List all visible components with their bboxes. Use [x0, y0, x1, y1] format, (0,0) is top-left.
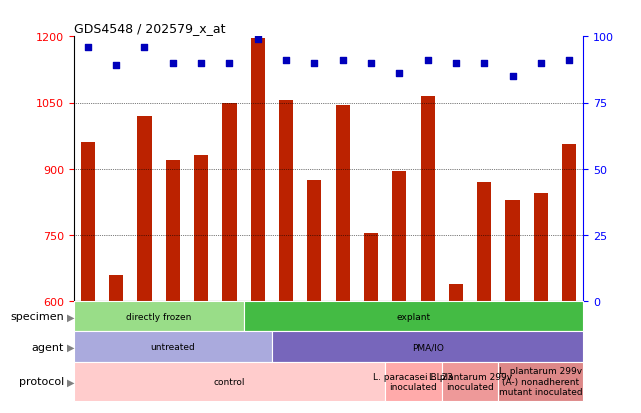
Bar [385, 362, 442, 401]
Bar [194, 156, 208, 301]
Bar [499, 362, 583, 401]
Bar [244, 301, 583, 332]
Point [253, 36, 263, 43]
Point [309, 60, 319, 67]
Bar [74, 332, 272, 362]
Point [281, 58, 291, 64]
Bar [449, 284, 463, 301]
Point [451, 60, 461, 67]
Bar [251, 39, 265, 301]
Bar [74, 301, 244, 332]
Bar [307, 180, 321, 301]
Text: control: control [213, 377, 245, 386]
Text: explant: explant [396, 312, 431, 321]
Bar [420, 97, 435, 301]
Bar [137, 116, 151, 301]
Point [564, 58, 574, 64]
Point [536, 60, 546, 67]
Point [111, 63, 121, 69]
Text: L. plantarum 299v
inoculated: L. plantarum 299v inoculated [428, 372, 512, 391]
Bar [166, 161, 180, 301]
Text: agent: agent [31, 342, 64, 352]
Text: protocol: protocol [19, 376, 64, 387]
Bar [534, 194, 548, 301]
Bar [74, 362, 385, 401]
Point [139, 45, 149, 51]
Bar [109, 275, 123, 301]
Bar [442, 362, 499, 401]
Point [422, 58, 433, 64]
Bar [364, 233, 378, 301]
Bar [336, 105, 350, 301]
Point [83, 45, 93, 51]
Text: PMA/IO: PMA/IO [412, 342, 444, 351]
Text: L. plantarum 299v
(A-) nonadherent
mutant inoculated: L. plantarum 299v (A-) nonadherent mutan… [499, 366, 583, 396]
Text: directly frozen: directly frozen [126, 312, 191, 321]
Bar [392, 171, 406, 301]
Point [224, 60, 235, 67]
Point [196, 60, 206, 67]
Text: ▶: ▶ [67, 311, 75, 322]
Point [338, 58, 348, 64]
Text: GDS4548 / 202579_x_at: GDS4548 / 202579_x_at [74, 21, 225, 35]
Text: ▶: ▶ [67, 376, 75, 387]
Point [508, 74, 518, 80]
Text: L. paracasei BL23
inoculated: L. paracasei BL23 inoculated [374, 372, 453, 391]
Bar [279, 101, 293, 301]
Bar [477, 183, 491, 301]
Point [366, 60, 376, 67]
Point [394, 71, 404, 78]
Point [168, 60, 178, 67]
Text: specimen: specimen [10, 311, 64, 322]
Bar [81, 143, 95, 301]
Bar [506, 200, 520, 301]
Text: untreated: untreated [151, 342, 195, 351]
Bar [272, 332, 583, 362]
Point [479, 60, 489, 67]
Text: ▶: ▶ [67, 342, 75, 352]
Bar [222, 103, 237, 301]
Bar [562, 145, 576, 301]
